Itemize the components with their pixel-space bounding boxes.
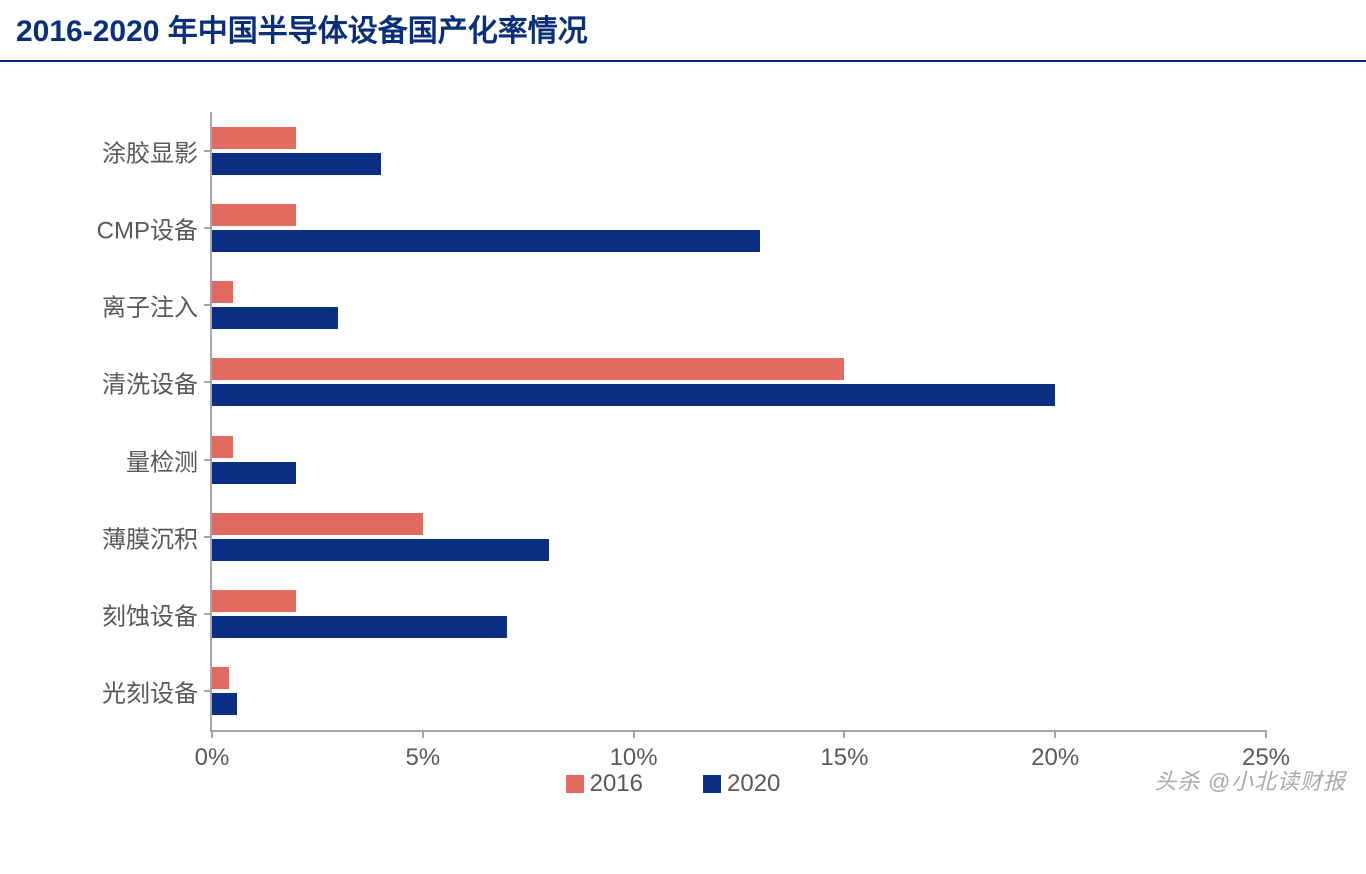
bar-2016 [212, 513, 423, 535]
category-label: 离子注入 [102, 288, 212, 323]
category-label: 涂胶显影 [102, 133, 212, 168]
category-label: 清洗设备 [102, 365, 212, 400]
watermark-text: 头杀 @小北读财报 [1155, 764, 1346, 796]
legend: 2016 2020 [40, 770, 1306, 798]
category-label: 量检测 [126, 442, 212, 477]
category-label: CMP设备 [97, 210, 212, 245]
plot-area: 涂胶显影CMP设备离子注入清洗设备量检测薄膜沉积刻蚀设备光刻设备0%5%10%1… [210, 112, 1266, 732]
bar-2020 [212, 539, 549, 561]
chart-title: 2016-2020 年中国半导体设备国产化率情况 [16, 15, 588, 48]
bar-2016 [212, 281, 233, 303]
chart-container: 涂胶显影 CMP设备离子注入清洗设备量检测薄膜沉积刻蚀设备光刻设备 0% 5% 10% 1… [40, 102, 1306, 802]
category-label: 薄膜沉积 [102, 519, 212, 554]
bar-2020 [212, 616, 507, 638]
bar-2020 [212, 462, 296, 484]
legend-label-2016: 2016 [590, 770, 643, 798]
category-label: 光刻设备 [102, 674, 212, 709]
legend-label-2020: 2020 [727, 770, 780, 798]
bar-2020 [212, 230, 760, 252]
bar-2016 [212, 667, 229, 689]
bar-2020 [212, 693, 237, 715]
bar-2020 [212, 153, 381, 175]
legend-swatch-2020 [703, 775, 721, 793]
category-label: 刻蚀设备 [102, 597, 212, 632]
bar-2020 [212, 307, 338, 329]
bar-2016 [212, 358, 844, 380]
x-axis-label: 15% [820, 730, 868, 772]
legend-item-2016: 2016 [566, 770, 643, 798]
x-axis-label: 5% [405, 730, 440, 772]
bar-2016 [212, 127, 296, 149]
bar-2020 [212, 384, 1055, 406]
bar-2016 [212, 436, 233, 458]
x-axis-label: 20% [1031, 730, 1079, 772]
x-axis-label: 0% [195, 730, 230, 772]
title-bar: 2016-2020 年中国半导体设备国产化率情况 [0, 0, 1366, 62]
bar-2016 [212, 204, 296, 226]
legend-item-2020: 2020 [703, 770, 780, 798]
x-axis-label: 10% [610, 730, 658, 772]
bar-2016 [212, 590, 296, 612]
legend-swatch-2016 [566, 775, 584, 793]
